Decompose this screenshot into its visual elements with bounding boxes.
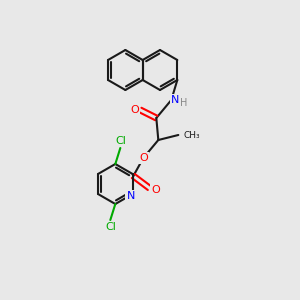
- Text: O: O: [151, 185, 160, 195]
- Text: O: O: [130, 105, 139, 115]
- Text: N: N: [171, 95, 179, 105]
- Text: CH₃: CH₃: [183, 130, 200, 140]
- Text: Cl: Cl: [105, 222, 116, 232]
- Text: N: N: [127, 191, 135, 201]
- Text: H: H: [180, 98, 187, 108]
- Text: Cl: Cl: [115, 136, 126, 146]
- Text: O: O: [139, 153, 148, 163]
